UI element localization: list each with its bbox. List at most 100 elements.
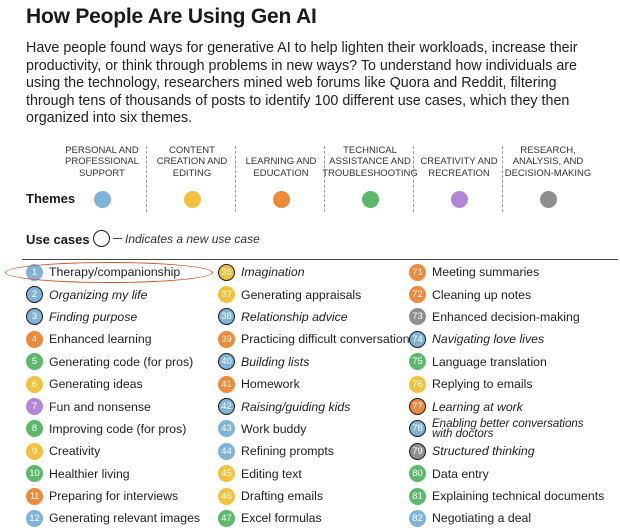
use-case-item: 38 Relationship advice — [218, 306, 416, 328]
use-case-item: 37 Generating appraisals — [218, 283, 416, 305]
use-case-number-badge: 75 — [409, 353, 426, 371]
use-case-label: Data entry — [432, 466, 489, 481]
use-case-label: Homework — [241, 377, 300, 392]
use-case-number-badge: 2 — [26, 286, 43, 304]
use-case-item: 4 Enhanced learning — [26, 328, 200, 350]
use-case-number-badge: 9 — [26, 442, 43, 460]
use-cases-label: Use cases — [26, 232, 90, 247]
use-case-number-badge: 41 — [218, 375, 235, 393]
use-case-label: Replying to emails — [432, 377, 533, 392]
page-title: How People Are Using Gen AI — [26, 5, 317, 28]
theme-label: Learning and education — [245, 156, 317, 179]
theme-content-creation: Content creation and editing — [147, 143, 237, 179]
use-case-label: Enabling better conversations with docto… — [432, 417, 584, 440]
use-case-number-badge: 12 — [26, 509, 43, 527]
use-case-label: Preparing for interviews — [49, 489, 179, 504]
use-case-number-badge: 10 — [26, 465, 43, 483]
use-case-number-badge: 43 — [218, 420, 235, 438]
use-case-label: Language translation — [432, 354, 547, 369]
use-case-item: 7 Fun and nonsense — [26, 395, 200, 417]
use-case-label: Structured thinking — [432, 444, 535, 459]
use-case-item: 82 Negotiating a deal — [409, 507, 604, 529]
use-case-number-badge: 78 — [409, 420, 426, 438]
use-case-column-1: 1 Therapy/companionship 2 Organizing my lif… — [26, 261, 200, 530]
themes-label: Themes — [26, 191, 76, 206]
use-case-item: 12 Generating relevant images — [26, 507, 200, 529]
use-case-label: Negotiating a deal — [432, 511, 532, 526]
use-case-item: 36 Imagination — [218, 261, 416, 283]
theme-divider — [235, 146, 236, 212]
use-case-label: Generating code (for pros) — [49, 354, 194, 369]
use-case-number-badge: 47 — [218, 509, 235, 527]
use-case-item: 73 Enhanced decision-making — [409, 306, 604, 328]
use-case-item: 72 Cleaning up notes — [409, 283, 604, 305]
theme-dot-green — [362, 191, 379, 208]
use-case-number-badge: 40 — [218, 353, 235, 371]
use-case-number-badge: 36 — [218, 263, 235, 281]
use-case-number-badge: 73 — [409, 308, 426, 326]
use-case-number-badge: 46 — [218, 487, 235, 505]
intro-paragraph: Have people found ways for generative AI… — [26, 40, 578, 126]
use-case-item: 43 Work buddy — [218, 418, 416, 440]
use-case-item: 11 Preparing for interviews — [26, 485, 200, 507]
theme-divider — [413, 146, 414, 212]
use-case-item: 76 Replying to emails — [409, 373, 604, 395]
use-case-label: Organizing my life — [49, 287, 148, 302]
use-case-item: 75 Language translation — [409, 351, 604, 373]
use-case-label: Imagination — [241, 265, 305, 280]
theme-dot-orange — [273, 191, 290, 208]
use-case-item: 9 Creativity — [26, 440, 200, 462]
theme-dot-blue — [94, 191, 111, 208]
theme-dot-gray — [540, 191, 557, 208]
use-case-number-badge: 7 — [26, 398, 43, 416]
use-case-item: 74 Navigating love lives — [409, 328, 604, 350]
theme-learning-education: Learning and education — [236, 143, 326, 179]
use-case-number-badge: 8 — [26, 420, 43, 438]
use-case-number-badge: 3 — [26, 308, 43, 326]
use-case-number-badge: 81 — [409, 487, 426, 505]
use-case-label: Fun and nonsense — [49, 399, 151, 414]
theme-technical-assistance: Technical assistance and troubleshooting — [322, 143, 418, 179]
use-case-label: Healthier living — [49, 466, 130, 481]
use-case-label: Cleaning up notes — [432, 287, 532, 302]
use-case-label: Explaining technical documents — [432, 489, 605, 504]
use-case-label: Meeting summaries — [432, 265, 540, 280]
use-case-item: 81 Explaining technical documents — [409, 485, 604, 507]
use-case-label: Relationship advice — [241, 309, 348, 324]
use-case-label: Generating ideas — [49, 377, 143, 392]
theme-label: Technical assistance and troubleshooting — [322, 144, 418, 179]
use-case-number-badge: 72 — [409, 286, 426, 304]
use-case-item: 10 Healthier living — [26, 463, 200, 485]
use-case-label: Creativity — [49, 444, 101, 459]
highlight-ellipse — [5, 262, 213, 283]
theme-personal-support: Personal and professional support — [57, 143, 147, 179]
use-case-item: 40 Building lists — [218, 351, 416, 373]
use-case-number-badge: 6 — [26, 375, 43, 393]
use-case-item: 80 Data entry — [409, 463, 604, 485]
use-case-item: 47 Excel formulas — [218, 507, 416, 529]
use-case-label: Generating appraisals — [241, 287, 362, 302]
use-case-item: 41 Homework — [218, 373, 416, 395]
use-case-number-badge: 44 — [218, 442, 235, 460]
use-case-label: Enhanced decision-making — [432, 309, 580, 324]
theme-research-analysis: Research, analysis, and decision-making — [503, 143, 593, 179]
use-case-number-badge: 76 — [409, 375, 426, 393]
use-case-number-badge: 4 — [26, 330, 43, 348]
use-case-item: 39 Practicing difficult conversations — [218, 328, 416, 350]
use-case-label: Raising/guiding kids — [241, 399, 351, 414]
use-case-number-badge: 79 — [409, 442, 426, 460]
use-case-number-badge: 80 — [409, 465, 426, 483]
use-case-column-2: 36 Imagination 37 Generating appraisals 38 Re… — [218, 261, 416, 530]
use-case-label: Refining prompts — [241, 444, 334, 459]
use-case-number-badge: 11 — [26, 487, 43, 505]
use-case-label: Improving code (for pros) — [49, 421, 187, 436]
use-case-number-badge: 42 — [218, 398, 235, 416]
theme-divider — [502, 146, 503, 212]
theme-label: Personal and professional support — [65, 144, 139, 179]
use-case-item: 42 Raising/guiding kids — [218, 395, 416, 417]
use-case-item: 71 Meeting summaries — [409, 261, 604, 283]
use-case-column-3: 71 Meeting summaries 72 Cleaning up notes 73… — [409, 261, 604, 530]
use-case-item: 77 Learning at work — [409, 395, 604, 417]
theme-creativity-recreation: Creativity and recreation — [414, 143, 504, 179]
use-case-label: Navigating love lives — [432, 332, 545, 347]
